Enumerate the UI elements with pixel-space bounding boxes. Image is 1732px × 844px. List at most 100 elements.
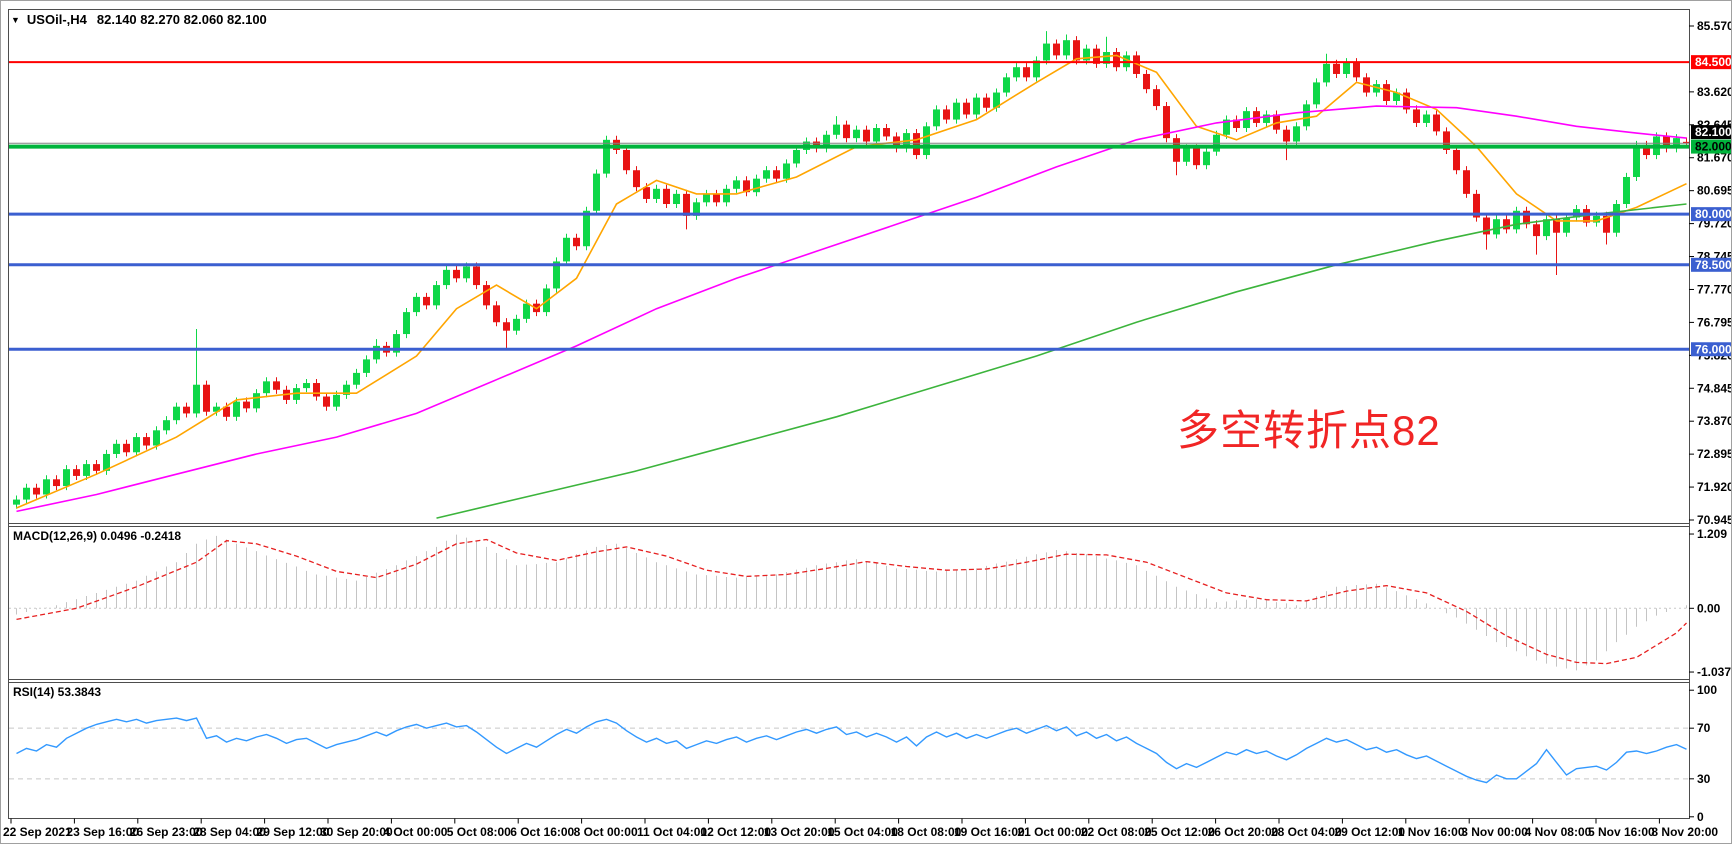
candle-up (1003, 77, 1010, 93)
candle-down (1353, 62, 1360, 78)
macd-panel[interactable] (9, 534, 1689, 671)
candle-up (333, 394, 340, 407)
time-tick-label: 26 Oct 20:00 (1208, 825, 1279, 839)
candle-down (1333, 63, 1340, 74)
price-tick-label: 77.770 (1697, 282, 1732, 296)
time-tick-label: 19 Oct 16:00 (954, 825, 1025, 839)
candle-up (753, 178, 760, 193)
price-tick-label: 73.870 (1697, 414, 1732, 428)
rsi-indicator-label: RSI(14) 53.3843 (13, 685, 102, 699)
candle-down (623, 149, 630, 171)
candle-down (1023, 67, 1030, 78)
symbol-info: ▼ USOil-,H4 82.140 82.270 82.060 82.100 (11, 12, 267, 27)
candle-up (1103, 52, 1110, 64)
price-tick-label: 72.895 (1697, 447, 1732, 461)
time-tick-label: 4 Oct 00:00 (383, 825, 447, 839)
candle-down (223, 406, 230, 417)
rsi-panel[interactable] (9, 717, 1689, 784)
candle-down (643, 187, 650, 199)
time-tick-label: 18 Oct 08:00 (891, 825, 962, 839)
candle-up (1293, 126, 1300, 142)
candle-up (973, 97, 980, 115)
candle-up (1203, 151, 1210, 166)
candle-down (503, 322, 510, 331)
candle-up (113, 443, 120, 454)
candle-up (1083, 48, 1090, 61)
candle-down (1533, 224, 1540, 237)
candle-up (133, 437, 140, 453)
candle-down (1163, 106, 1170, 139)
candle-down (983, 97, 990, 108)
candle-up (1593, 215, 1600, 223)
price-axis[interactable]: 85.57083.62082.64581.67080.69579.72078.7… (1689, 19, 1732, 824)
candle-down (963, 102, 970, 115)
candle-up (993, 92, 1000, 108)
candle-down (683, 193, 690, 216)
price-tick-label: 80.695 (1697, 184, 1732, 198)
candle-down (1443, 131, 1450, 150)
time-tick-label: 15 Oct 04:00 (827, 825, 898, 839)
candle-up (1313, 82, 1320, 105)
time-tick-label: 29 Oct 12:00 (1334, 825, 1405, 839)
candle-up (303, 383, 310, 389)
candle-up (853, 129, 860, 139)
candle-down (1193, 148, 1200, 166)
candle-up (563, 237, 570, 262)
candle-down (663, 188, 670, 205)
candlestick-chart[interactable] (9, 31, 1690, 519)
candle-up (1563, 217, 1570, 233)
time-tick-label: 12 Oct 12:00 (700, 825, 771, 839)
time-tick-label: 1 Nov 16:00 (1398, 825, 1465, 839)
rsi-line (16, 717, 1687, 784)
candle-up (393, 334, 400, 353)
time-tick-label: 5 Oct 08:00 (447, 825, 511, 839)
ma-mid-line (16, 105, 1687, 513)
price-badge-label: 82.000 (1695, 140, 1732, 154)
candle-up (763, 170, 770, 179)
symbol-dropdown-icon[interactable]: ▼ (11, 15, 20, 25)
price-badge-label: 78.500 (1695, 258, 1732, 272)
candle-down (243, 401, 250, 409)
candle-down (183, 406, 190, 414)
price-tick-label: 76.795 (1697, 315, 1732, 329)
candle-up (793, 149, 800, 164)
candle-up (153, 430, 160, 446)
candle-down (1413, 109, 1420, 123)
macd-tick-label: 1.209 (1697, 527, 1727, 541)
candle-up (403, 312, 410, 335)
candle-up (783, 163, 790, 179)
candle-up (463, 266, 470, 279)
candle-down (573, 237, 580, 247)
candle-up (1493, 219, 1500, 235)
candle-up (833, 124, 840, 135)
candle-down (773, 170, 780, 179)
candle-down (1503, 219, 1510, 230)
candle-down (33, 487, 40, 495)
price-badge (1691, 55, 1731, 70)
price-tick-label: 81.670 (1697, 151, 1732, 165)
candle-down (483, 285, 490, 306)
time-tick-label: 13 Oct 20:00 (764, 825, 835, 839)
price-tick-label: 85.570 (1697, 19, 1732, 33)
candle-up (1013, 67, 1020, 78)
ma-fast-line (16, 54, 1687, 509)
time-tick-label: 29 Sep 12:00 (257, 825, 330, 839)
candle-up (953, 102, 960, 120)
candle-down (423, 296, 430, 306)
candle-down (743, 180, 750, 193)
symbol-ohlc-quote: 82.140 82.270 82.060 82.100 (96, 12, 267, 27)
candle-up (693, 202, 700, 216)
candle-down (1383, 84, 1390, 101)
time-tick-label: 8 Nov 20:00 (1651, 825, 1718, 839)
candle-down (273, 381, 280, 390)
candle-down (203, 384, 210, 412)
symbol-name: USOil-,H4 (26, 12, 87, 27)
price-badge-label: 82.100 (1695, 125, 1732, 139)
candle-up (13, 499, 20, 505)
candle-up (353, 372, 360, 385)
candle-up (873, 128, 880, 142)
price-badge (1691, 257, 1731, 272)
